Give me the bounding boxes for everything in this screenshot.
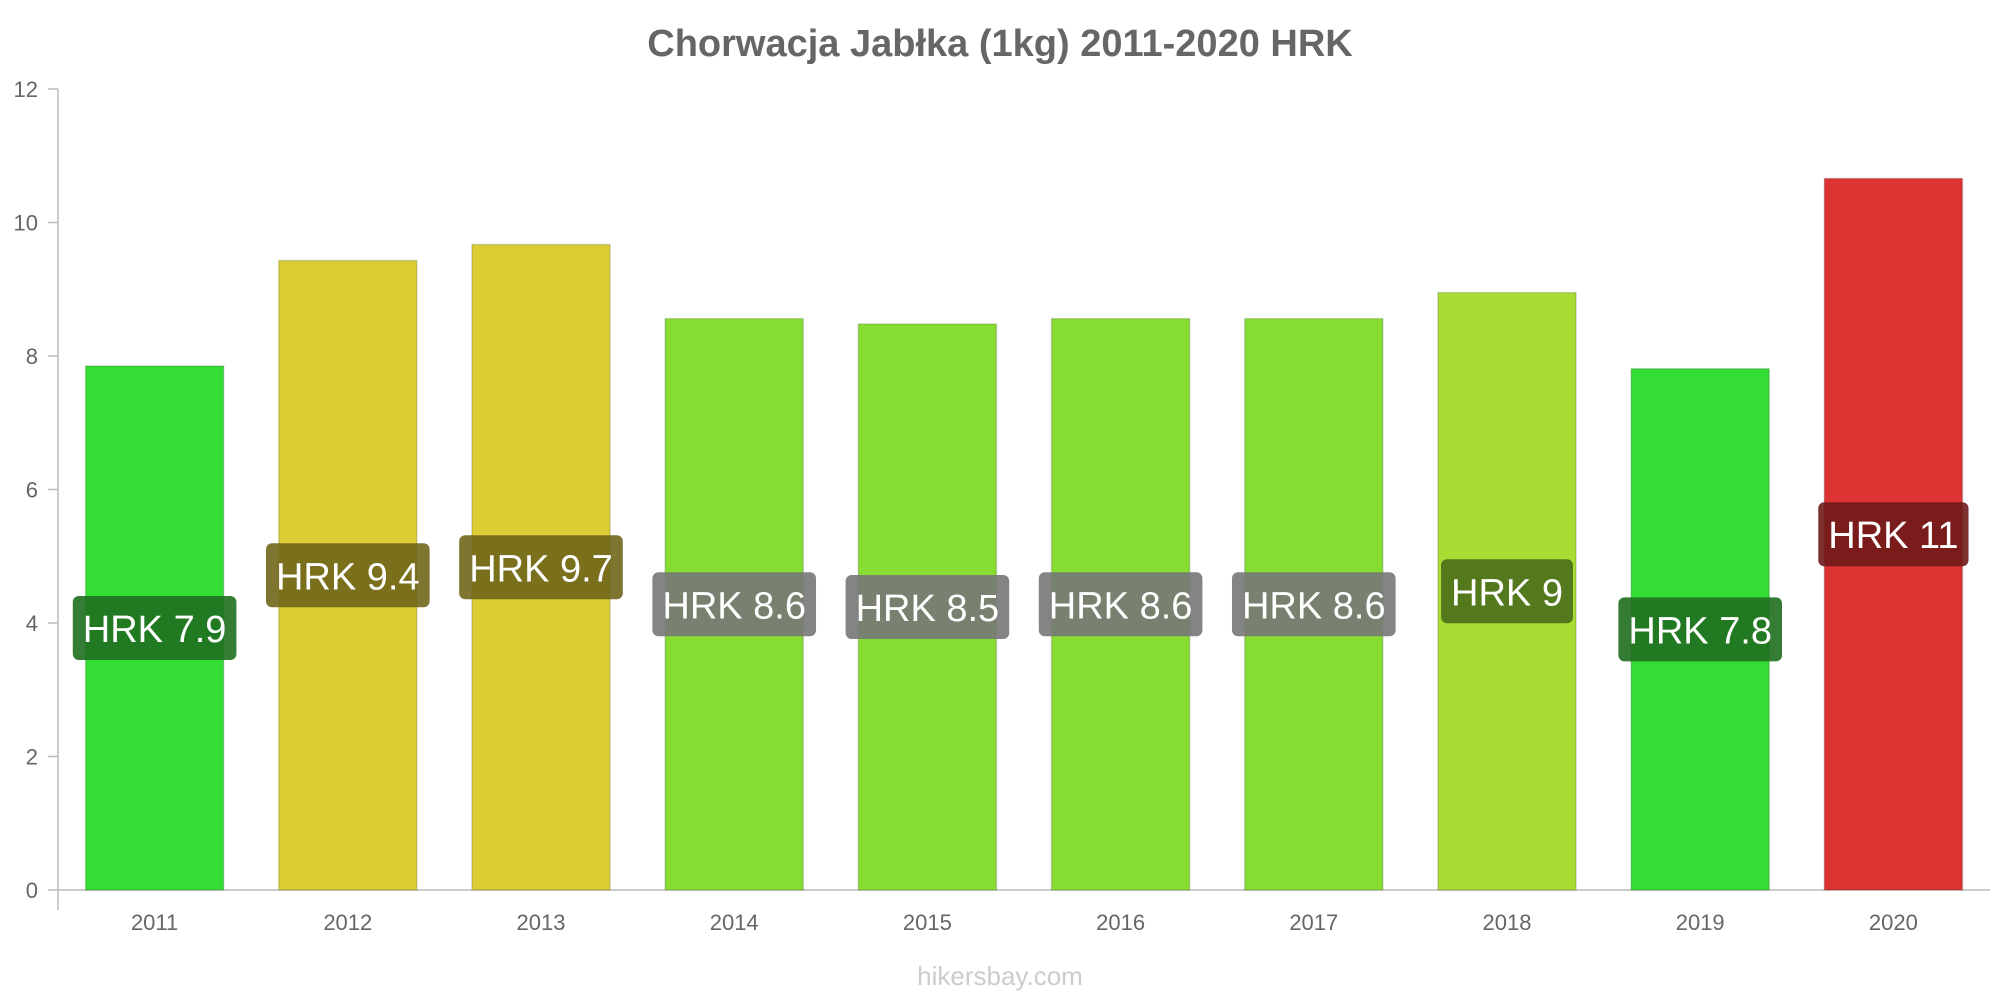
data-label: HRK 8.5 [856, 588, 1000, 630]
y-tick-label: 10 [14, 211, 38, 236]
data-label: HRK 11 [1828, 515, 1958, 557]
data-label-box [265, 543, 430, 608]
data-label-box [1441, 559, 1573, 624]
data-label: HRK 8.6 [1049, 585, 1193, 627]
data-label-box [652, 572, 817, 637]
data-label: HRK 8.6 [1242, 585, 1386, 627]
x-tick-label: 2012 [323, 910, 372, 935]
data-label: HRK 7.9 [83, 609, 227, 651]
x-tick-label: 2011 [131, 910, 178, 935]
data-label: HRK 8.6 [662, 585, 806, 627]
bars [84, 177, 1964, 891]
watermark: hikersbay.com [917, 961, 1083, 991]
x-tick-label: 2018 [1483, 910, 1532, 935]
data-label-box [1038, 572, 1203, 637]
data-label-box [845, 574, 1010, 639]
y-tick-label: 8 [26, 344, 38, 369]
y-tick-label: 4 [26, 611, 38, 636]
data-label-box [1818, 502, 1969, 567]
y-tick-label: 12 [14, 77, 38, 102]
axes: 0 2 4 6 8 10 12 2011 2012 2013 2014 2015 2016 2017 201… [14, 77, 1990, 935]
data-label: HRK 9 [1451, 572, 1563, 614]
x-tick-label: 2013 [517, 910, 566, 935]
data-label-box [72, 596, 237, 661]
data-label: HRK 7.8 [1628, 610, 1772, 652]
chart-title: Chorwacja Jabłka (1kg) 2011-2020 HRK [647, 23, 1353, 65]
x-tick-label: 2019 [1676, 910, 1725, 935]
data-labels: HRK 7.9 HRK 9.4 HRK 9.7 HRK 8.6 HRK 8.5 HRK 8… [72, 502, 1969, 662]
x-tick-label: 2017 [1289, 910, 1338, 935]
x-tick-label: 2014 [710, 910, 759, 935]
data-label: HRK 9.7 [469, 548, 613, 590]
x-tick-label: 2015 [903, 910, 952, 935]
data-label: HRK 9.4 [276, 556, 420, 598]
data-label-box [1618, 597, 1783, 662]
y-tick-label: 2 [26, 745, 38, 770]
y-tick-label: 6 [26, 478, 38, 503]
data-label-box [1231, 572, 1396, 637]
x-tick-label: 2016 [1096, 910, 1145, 935]
x-tick-label: 2020 [1869, 910, 1918, 935]
data-label-box [459, 535, 623, 600]
y-tick-label: 0 [26, 878, 38, 903]
